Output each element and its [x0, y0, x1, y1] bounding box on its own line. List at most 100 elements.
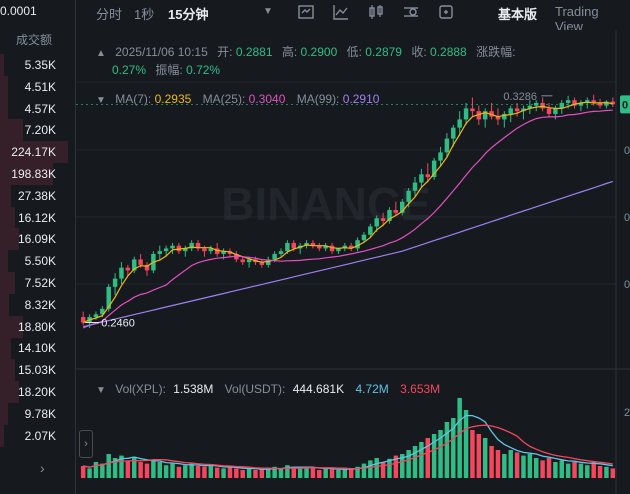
volume-bar: [482, 438, 488, 478]
change-value: 0.27%: [112, 63, 147, 77]
candle-body: [585, 100, 590, 103]
turnover-row: 18.80K: [0, 315, 76, 338]
candle-body: [380, 218, 386, 221]
candle-body: [361, 234, 367, 241]
chevron-right-icon[interactable]: ›: [40, 460, 45, 476]
turnover-row: 5.35K: [0, 54, 76, 76]
turnover-row-fill: [0, 184, 11, 207]
volume-bar: [502, 454, 507, 478]
candle-body: [527, 105, 533, 109]
turnover-row: 8.32K: [0, 293, 76, 316]
volume-bar: [266, 468, 271, 478]
candle-body: [393, 210, 399, 213]
tab-timeline[interactable]: 分时: [96, 7, 123, 22]
volume-bar: [227, 466, 233, 478]
volume-bar: [610, 468, 616, 478]
volume-bar: [144, 463, 150, 478]
expand-panel-icon[interactable]: ›: [79, 430, 93, 458]
volume-bar: [406, 450, 411, 478]
settings-icon[interactable]: [402, 3, 420, 21]
candle-body: [176, 245, 182, 252]
volume-bar: [151, 460, 156, 478]
turnover-row: 5.50K: [0, 250, 76, 273]
turnover-row: 9.78K: [0, 402, 76, 425]
turnover-value: 15.03K: [17, 363, 56, 378]
open-value: 0.2881: [235, 45, 273, 59]
candle-body: [214, 248, 220, 254]
volume-bar: [112, 458, 118, 478]
turnover-value: 14.10K: [17, 341, 56, 356]
volume-bar: [572, 462, 577, 478]
volume-bar: [80, 466, 86, 478]
tab-1s[interactable]: 1秒: [134, 7, 155, 22]
ma25-line: [82, 109, 613, 329]
turnover-row-fill: [0, 206, 15, 229]
volume-bar: [246, 468, 252, 478]
collapse-icon[interactable]: ▼: [96, 95, 106, 106]
turnover-value: 27.38K: [17, 188, 56, 203]
candle-body: [317, 245, 322, 249]
volume-bar: [591, 462, 596, 478]
candle-body: [278, 251, 284, 254]
volume-bar: [214, 467, 220, 478]
turnover-row: 7.52K: [0, 272, 76, 294]
ma99-label: MA(99):: [296, 92, 340, 106]
candle-body: [355, 240, 360, 249]
turnover-row-fill: [0, 97, 8, 120]
candle-body: [482, 111, 488, 120]
volume-bar: [336, 470, 341, 478]
candle-body: [387, 210, 392, 221]
ma-lines: [82, 101, 613, 329]
turnover-row-fill: [0, 75, 8, 98]
volume-bar: [489, 446, 494, 478]
ma7-value: 0.2935: [154, 92, 192, 106]
vol-ma10-value: 3.653M: [400, 382, 441, 396]
volume-bar: [202, 466, 207, 478]
volume-bars: [80, 398, 616, 478]
vol-ma5-value: 4.72M: [355, 382, 389, 396]
vol-ma10-line: [83, 424, 613, 470]
candle-body: [183, 248, 188, 252]
turnover-row-fill: [0, 402, 8, 425]
candle-body: [572, 100, 577, 106]
candle-body: [444, 138, 450, 153]
volume-bar: [380, 462, 386, 478]
axis-tick-label: 0: [624, 212, 630, 224]
turnover-row-fill: [0, 359, 15, 382]
candle-body: [227, 251, 233, 254]
line-chart-icon[interactable]: [332, 3, 350, 21]
volume-bar: [553, 462, 558, 478]
volume-bar: [176, 466, 182, 478]
turnover-row-fill: [0, 337, 11, 360]
volume-bar: [189, 463, 194, 478]
close-value: 0.2888: [430, 45, 467, 59]
candle-type-icon[interactable]: [367, 3, 385, 21]
fullscreen-icon[interactable]: [437, 3, 455, 21]
tab-15m[interactable]: 15分钟: [168, 7, 209, 22]
turnover-value: 9.78K: [24, 406, 56, 421]
caret-down-icon[interactable]: ▼: [263, 6, 273, 17]
basic-view-tab[interactable]: 基本版: [498, 7, 538, 22]
ma7-label: MA(7):: [115, 92, 152, 106]
candle-body: [502, 113, 507, 120]
collapse-icon[interactable]: ▲: [96, 48, 106, 59]
candle-body: [591, 100, 596, 103]
volume-bar: [534, 458, 539, 478]
volume-bar: [565, 463, 571, 478]
ohlc-datetime: 2025/11/06 10:15: [115, 45, 208, 59]
indicator-icon[interactable]: [297, 3, 315, 21]
turnover-row-fill: [0, 381, 19, 403]
chart-canvas[interactable]: BINANCE 0 0 0 2 0 0.3286 0.2460: [76, 30, 630, 494]
collapse-icon[interactable]: ▼: [96, 385, 106, 396]
volume-bar: [540, 460, 545, 478]
ma99-value: 0.2910: [342, 92, 380, 106]
candle-body: [540, 102, 545, 109]
volume-bar: [329, 469, 335, 478]
volume-bar: [393, 455, 399, 478]
turnover-value: 5.50K: [24, 254, 56, 269]
volume-bar: [195, 466, 201, 478]
price-chart[interactable]: BINANCE 0 0 0 2 0 0.3286 0.2460 ▲ 2025/11/06 …: [76, 30, 630, 494]
candle-body: [419, 174, 424, 183]
candle-body: [336, 248, 341, 252]
volume-bar: [323, 468, 328, 478]
